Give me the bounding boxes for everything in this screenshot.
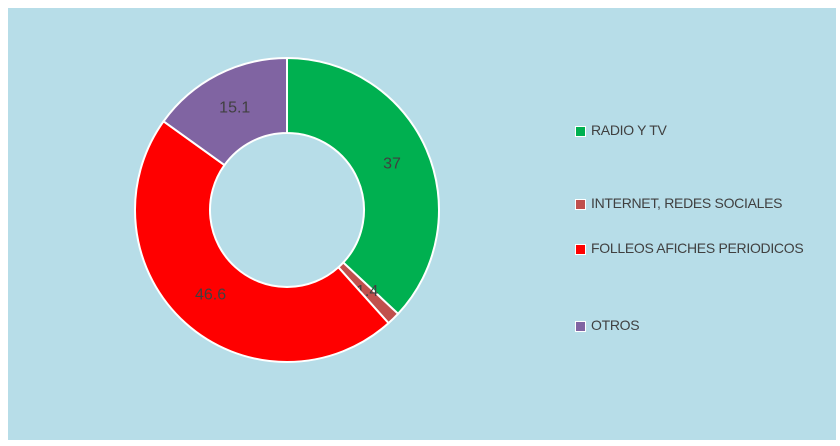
data-label: 37 bbox=[383, 156, 401, 173]
legend-entry: INTERNET, REDES SOCIALES bbox=[575, 191, 810, 215]
donut-slice bbox=[134, 119, 390, 364]
legend-label: OTROS bbox=[591, 317, 640, 333]
donut-slice bbox=[286, 56, 440, 316]
legend-label: RADIO Y TV bbox=[591, 122, 667, 138]
legend-swatch bbox=[575, 244, 586, 255]
legend-entry: OTROS bbox=[575, 313, 810, 337]
data-label: 15.1 bbox=[219, 99, 250, 116]
legend-label: FOLLEOS AFICHES PERIODICOS bbox=[591, 240, 804, 256]
data-label: 46.6 bbox=[195, 286, 226, 303]
legend-swatch bbox=[575, 321, 586, 332]
donut-slice bbox=[162, 56, 288, 167]
legend-swatch bbox=[575, 199, 586, 210]
legend-label: INTERNET, REDES SOCIALES bbox=[591, 195, 783, 211]
legend-entry: FOLLEOS AFICHES PERIODICOS bbox=[575, 236, 810, 260]
legend-entry: RADIO Y TV bbox=[575, 118, 810, 142]
legend-swatch bbox=[575, 126, 586, 137]
